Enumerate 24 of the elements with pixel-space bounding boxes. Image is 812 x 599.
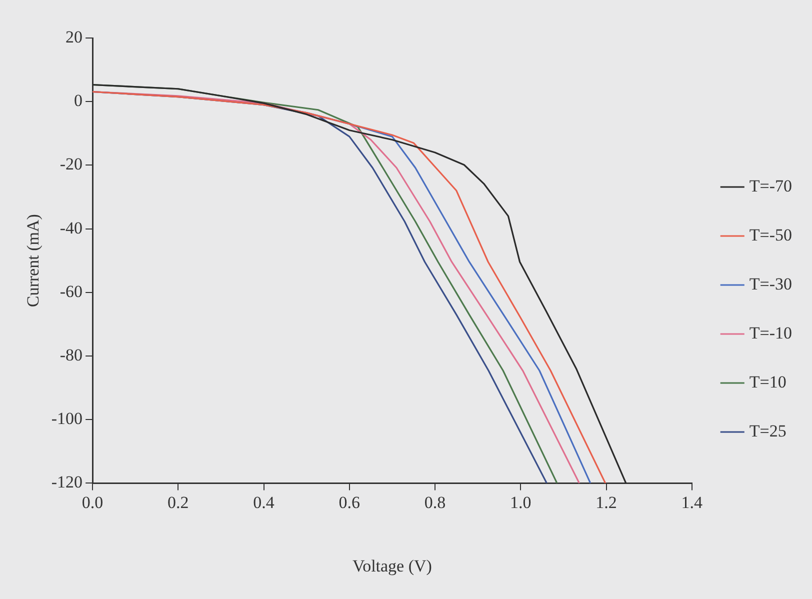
y-tick-label: 0 (74, 91, 83, 110)
x-tick-label: 0.6 (338, 492, 360, 512)
y-tick-label: 20 (66, 27, 83, 46)
x-tick-label: 0.4 (253, 492, 275, 512)
y-tick-label: -20 (60, 154, 83, 174)
legend-label: T=-10 (749, 323, 792, 342)
y-tick-label: -40 (60, 218, 83, 238)
legend-label: T=10 (749, 372, 786, 392)
y-tick-label: -60 (60, 282, 83, 301)
x-tick-label: 1.2 (596, 492, 617, 512)
legend-label: T=25 (749, 421, 786, 440)
y-tick-label: -80 (60, 345, 83, 364)
y-tick-label: -100 (51, 409, 83, 428)
x-tick-label: 1.4 (681, 492, 703, 512)
legend-label: T=-50 (749, 225, 792, 244)
x-tick-label: 0.2 (168, 492, 189, 512)
y-axis-title: Current (mA) (24, 214, 43, 308)
y-tick-label: -120 (51, 472, 83, 492)
x-tick-label: 0.8 (424, 492, 446, 512)
x-tick-label: 1.0 (510, 492, 532, 512)
legend-label: T=-70 (749, 176, 792, 196)
x-tick-label: 0.0 (82, 492, 104, 512)
legend-label: T=-30 (749, 274, 792, 294)
x-axis-title: Voltage (V) (352, 556, 432, 576)
